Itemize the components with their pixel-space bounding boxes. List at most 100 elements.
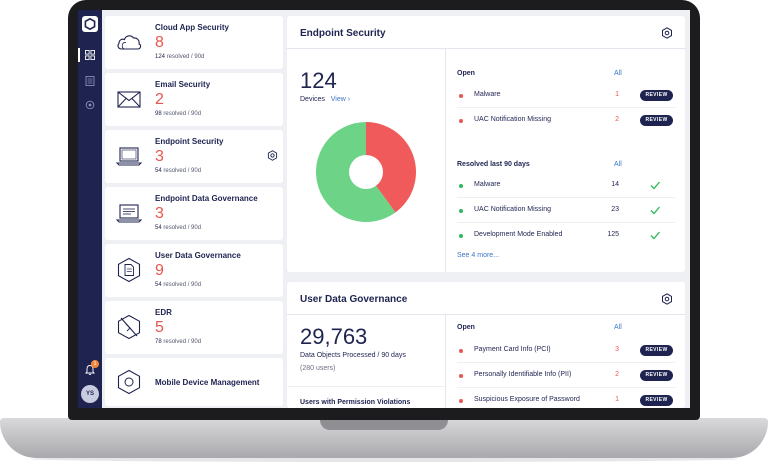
card-resolved-number: 54 xyxy=(155,282,162,288)
list-item: UAC Notification Missing 23 xyxy=(457,206,675,218)
resolved-all-link[interactable]: All xyxy=(614,161,622,168)
list-item: Personally Identifiable Info (PII) 2 REV… xyxy=(457,370,675,383)
hexagon-device-icon xyxy=(117,369,141,395)
item-count: 14 xyxy=(611,181,619,188)
card-open-count: 9 xyxy=(155,262,164,279)
nav-active-indicator xyxy=(78,48,80,62)
violations-heading: Users with Permission Violations xyxy=(300,399,411,406)
envelope-icon xyxy=(117,91,141,108)
card-endpoint-data-governance[interactable]: Endpoint Data Governance 3 54 resolved /… xyxy=(105,187,283,240)
item-count: 2 xyxy=(615,371,619,378)
checkmark-icon xyxy=(650,231,660,240)
status-dot xyxy=(459,119,463,123)
review-button[interactable]: REVIEW xyxy=(640,90,673,101)
card-resolved: 54 resolved / 90d xyxy=(155,168,201,174)
cloud-icon xyxy=(117,35,142,50)
settings-circle-icon[interactable] xyxy=(85,100,95,110)
left-nav: 1 YS xyxy=(78,10,102,408)
review-button[interactable]: REVIEW xyxy=(640,115,673,126)
review-button[interactable]: REVIEW xyxy=(640,345,673,356)
item-count: 2 xyxy=(615,116,619,123)
avatar[interactable]: YS xyxy=(81,385,99,403)
devices-label: Devices xyxy=(300,96,325,103)
devices-pie-chart xyxy=(316,122,416,222)
notification-badge: 1 xyxy=(91,360,99,368)
card-email-security[interactable]: Email Security 2 98 resolved / 90d xyxy=(105,73,283,126)
item-count: 1 xyxy=(615,91,619,98)
card-resolved: 54 resolved / 90d xyxy=(155,225,201,231)
status-dot xyxy=(459,94,463,98)
app-logo-icon[interactable] xyxy=(82,16,98,32)
status-dot xyxy=(459,374,463,378)
user-data-governance-panel: User Data Governance 29,763 Data Objects… xyxy=(287,282,685,408)
status-dot xyxy=(459,184,463,188)
card-title: Email Security xyxy=(155,80,211,89)
card-title: EDR xyxy=(155,308,172,317)
item-name: Malware xyxy=(474,91,501,98)
card-title: User Data Governance xyxy=(155,251,241,260)
row-divider xyxy=(457,387,675,388)
review-button[interactable]: REVIEW xyxy=(640,395,673,406)
panel-column-divider xyxy=(445,49,446,272)
card-cloud-app-security[interactable]: Cloud App Security 8 124 resolved / 90d xyxy=(105,16,283,69)
gear-icon[interactable] xyxy=(267,150,278,161)
laptop-document-icon xyxy=(115,204,143,223)
card-resolved-suffix: resolved / 90d xyxy=(166,54,205,60)
card-resolved-suffix: resolved / 90d xyxy=(163,282,202,288)
panel-divider xyxy=(287,48,685,49)
card-resolved: 78 resolved / 90d xyxy=(155,339,201,345)
screen: 1 YS Cloud App Security 8 124 resolved /… xyxy=(78,10,690,408)
laptop-shadow xyxy=(30,456,738,462)
card-user-data-governance[interactable]: User Data Governance 9 54 resolved / 90d xyxy=(105,244,283,297)
item-count: 23 xyxy=(611,206,619,213)
list-item: UAC Notification Missing 2 REVIEW xyxy=(457,115,675,128)
gear-icon[interactable] xyxy=(661,293,673,305)
data-objects-label: Data Objects Processed / 90 days xyxy=(300,352,406,359)
see-more-link[interactable]: See 4 more... xyxy=(457,252,500,259)
status-dot xyxy=(459,399,463,403)
item-name: UAC Notification Missing xyxy=(474,116,552,123)
open-heading: Open xyxy=(457,70,475,77)
item-name: Suspicious Exposure of Password xyxy=(474,396,580,403)
checkmark-icon xyxy=(650,206,660,215)
list-item: Malware 1 REVIEW xyxy=(457,90,675,103)
card-edr[interactable]: EDR 5 78 resolved / 90d xyxy=(105,301,283,354)
card-open-count: 3 xyxy=(155,148,164,165)
item-count: 3 xyxy=(615,346,619,353)
card-title: Mobile Device Management xyxy=(155,378,260,387)
item-count: 125 xyxy=(607,231,619,238)
laptop-icon xyxy=(115,147,143,166)
users-count: (280 users) xyxy=(300,365,336,372)
card-endpoint-security[interactable]: Endpoint Security 3 54 resolved / 90d xyxy=(105,130,283,183)
card-title: Endpoint Data Governance xyxy=(155,194,258,203)
dashboard-grid-icon[interactable] xyxy=(85,50,95,60)
card-resolved-number: 98 xyxy=(155,111,162,117)
item-name: Personally Identifiable Info (PII) xyxy=(474,371,572,378)
card-resolved: 98 resolved / 90d xyxy=(155,111,201,117)
gear-icon[interactable] xyxy=(661,27,673,39)
pie-center-hole xyxy=(349,155,383,189)
endpoint-security-panel: Endpoint Security 124 Devices View › Ope… xyxy=(287,16,685,272)
card-title: Cloud App Security xyxy=(155,23,229,32)
card-mobile-device-management[interactable]: Mobile Device Management xyxy=(105,358,283,406)
row-divider xyxy=(457,107,675,108)
card-title: Endpoint Security xyxy=(155,137,224,146)
review-button[interactable]: REVIEW xyxy=(640,370,673,381)
status-dot xyxy=(459,234,463,238)
row-divider xyxy=(287,386,445,387)
view-devices-link[interactable]: View › xyxy=(327,96,350,103)
item-count: 1 xyxy=(615,396,619,403)
laptop-notch xyxy=(320,418,448,430)
report-list-icon[interactable] xyxy=(85,76,95,86)
card-resolved-number: 78 xyxy=(155,339,162,345)
card-resolved: 54 resolved / 90d xyxy=(155,282,201,288)
status-dot xyxy=(459,209,463,213)
panel-title: User Data Governance xyxy=(300,294,408,305)
open-all-link[interactable]: All xyxy=(614,70,622,77)
pie-slice-open xyxy=(366,122,416,213)
view-label: View xyxy=(330,96,346,103)
row-divider xyxy=(457,197,675,198)
open-all-link[interactable]: All xyxy=(614,324,622,331)
item-name: Payment Card Info (PCI) xyxy=(474,346,551,353)
